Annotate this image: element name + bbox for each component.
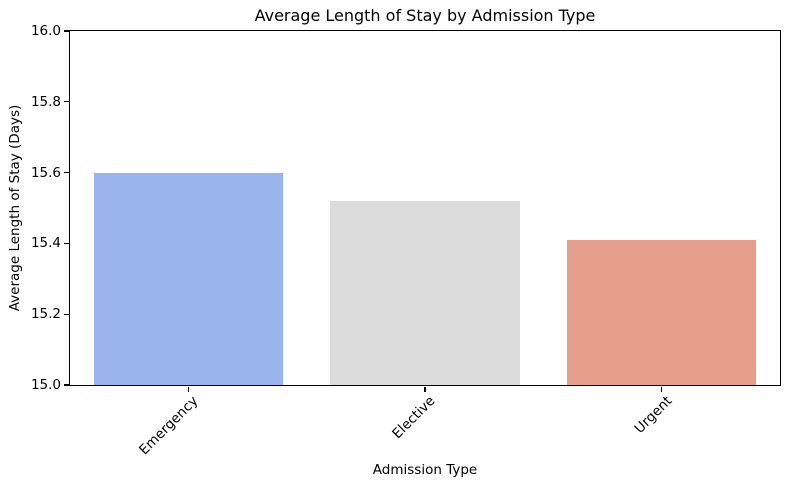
y-tick-label: 15.0	[30, 377, 61, 393]
x-tick-label: Elective	[389, 393, 439, 443]
x-tick-mark	[661, 386, 663, 392]
chart-title: Average Length of Stay by Admission Type	[254, 6, 596, 25]
y-axis-label: Average Length of Stay (Days)	[7, 104, 23, 312]
bar-emergency	[93, 172, 283, 385]
y-tick-mark	[64, 101, 69, 103]
y-tick-label: 15.8	[30, 93, 61, 110]
y-tick-mark	[64, 384, 69, 386]
x-tick-label: Emergency	[136, 393, 202, 459]
y-tick-label: 16.0	[30, 23, 61, 39]
plot-area: Emergency Elective Urgent 15.0 15.2 15.4 15.6 1…	[31, 23, 781, 458]
bar-elective	[330, 200, 520, 385]
y-tick-mark	[64, 313, 69, 315]
x-tick-label: Urgent	[631, 393, 675, 437]
y-tick-mark	[64, 30, 69, 32]
y-tick-mark	[64, 242, 69, 244]
y-tick-mark	[64, 172, 69, 174]
y-tick-label: 15.2	[30, 306, 61, 323]
x-tick-mark	[424, 386, 426, 392]
y-tick-label: 15.4	[30, 235, 61, 252]
x-tick-mark	[187, 386, 189, 392]
y-tick-label: 15.6	[30, 164, 61, 181]
x-axis-label: Admission Type	[372, 462, 478, 478]
bar-urgent	[567, 239, 757, 385]
